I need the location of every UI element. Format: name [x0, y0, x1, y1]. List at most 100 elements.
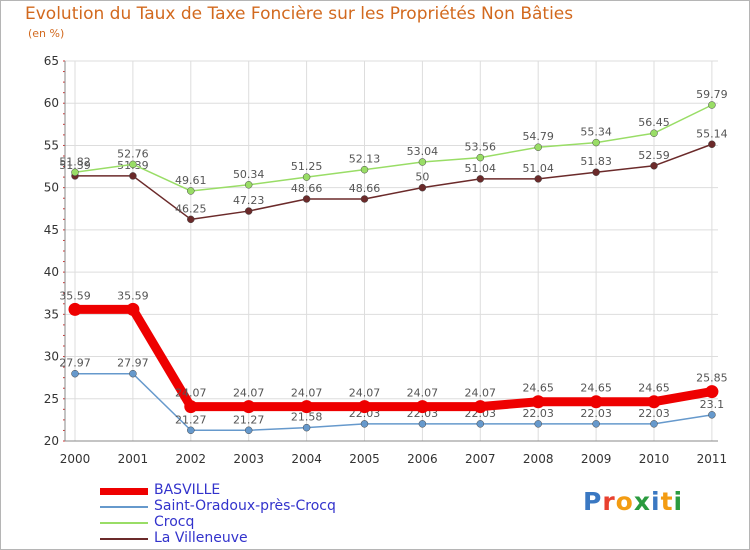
x-tick-label: 2009	[581, 452, 612, 466]
data-label: 22.03	[638, 407, 670, 420]
data-point	[68, 302, 82, 316]
data-point	[592, 420, 600, 428]
x-tick-label: 2011	[697, 452, 728, 466]
data-point	[300, 400, 314, 414]
data-label: 50	[415, 171, 429, 184]
data-point	[184, 400, 198, 414]
logo-letter: i	[673, 487, 684, 516]
y-tick-label: 40	[44, 265, 59, 279]
data-label: 24.07	[465, 387, 497, 400]
data-point	[476, 420, 485, 428]
data-point	[129, 172, 137, 180]
data-label: 51.39	[59, 159, 91, 172]
data-point	[650, 420, 658, 428]
data-label: 21.27	[233, 413, 265, 426]
legend-item-saint-oradoux: Saint-Oradoux-près-Crocq	[100, 498, 420, 514]
data-point	[71, 168, 79, 177]
y-tick-label: 55	[44, 138, 59, 152]
data-label: 27.97	[59, 357, 91, 370]
y-tick-label: 50	[44, 181, 59, 195]
data-label: 27.97	[117, 357, 149, 370]
data-label: 21.27	[175, 413, 207, 426]
legend-swatch-crocq	[100, 522, 148, 524]
logo-letter: P	[583, 487, 603, 516]
unit-label: (en %)	[28, 27, 65, 40]
y-tick-label: 30	[44, 350, 59, 364]
series-line-2	[74, 104, 713, 192]
data-point	[592, 138, 600, 147]
data-point	[244, 181, 253, 189]
data-label: 56.45	[638, 116, 670, 129]
x-tick-label: 2007	[465, 452, 496, 466]
x-tick-label: 2010	[639, 452, 670, 466]
data-point	[708, 411, 716, 419]
data-point	[187, 187, 195, 195]
legend-label-la-villeneuve: La Villeneuve	[154, 530, 248, 546]
series-line-0	[75, 304, 713, 412]
data-label: 48.66	[349, 182, 381, 195]
plot-area	[65, 61, 718, 441]
legend-label-crocq: Crocq	[154, 514, 195, 530]
data-label: 23.1	[700, 398, 725, 411]
data-point	[531, 395, 545, 409]
logo-letter: r	[602, 487, 616, 516]
data-point	[187, 426, 195, 435]
legend-item-basville: BASVILLE	[100, 482, 420, 498]
data-point	[126, 302, 140, 316]
data-label: 51.83	[580, 155, 612, 168]
proxiti-logo: Proxiti	[583, 487, 683, 516]
data-point	[244, 426, 253, 435]
data-point	[358, 400, 371, 414]
data-point	[650, 162, 658, 170]
x-tick-label: 2005	[349, 452, 380, 466]
data-label: 22.03	[580, 407, 612, 420]
legend-label-basville: BASVILLE	[154, 482, 221, 498]
legend-item-la-villeneuve: La Villeneuve	[100, 530, 420, 546]
data-point	[360, 165, 369, 174]
data-point	[647, 395, 661, 409]
y-tick-label: 45	[44, 223, 59, 237]
data-label: 35.59	[117, 289, 149, 302]
x-tick-label: 2001	[118, 452, 149, 466]
logo-letter: t	[660, 487, 674, 516]
data-label: 46.25	[175, 202, 207, 215]
data-label: 22.03	[522, 407, 554, 420]
data-point	[534, 175, 542, 183]
y-tick-label: 35	[44, 307, 59, 321]
data-label: 51.82	[59, 155, 91, 168]
data-label: 24.07	[175, 387, 207, 400]
data-label: 48.66	[291, 182, 323, 195]
data-label: 51.25	[291, 160, 323, 173]
data-point	[244, 207, 253, 215]
data-label: 24.07	[407, 387, 439, 400]
x-tick-label: 2008	[523, 452, 554, 466]
data-point	[302, 173, 311, 181]
logo-letter: o	[615, 487, 634, 516]
data-point	[360, 420, 369, 428]
data-label: 53.56	[465, 141, 497, 154]
data-point	[415, 400, 429, 414]
data-point	[302, 195, 311, 203]
data-label: 54.79	[522, 130, 554, 143]
y-tick-label: 60	[44, 96, 59, 110]
logo-letter: i	[651, 487, 661, 516]
data-point	[418, 420, 427, 428]
data-label: 35.59	[59, 289, 91, 302]
chart-title: Evolution du Taux de Taxe Foncière sur l…	[25, 4, 574, 24]
data-point	[129, 369, 137, 378]
logo-letter: x	[633, 487, 651, 516]
x-tick-label: 2006	[407, 452, 438, 466]
data-point	[418, 158, 427, 166]
x-tick-label: 2004	[291, 452, 322, 466]
data-point	[589, 395, 603, 409]
data-label: 24.07	[291, 387, 323, 400]
data-point	[708, 101, 716, 109]
data-point	[71, 369, 79, 378]
data-point	[129, 160, 137, 169]
data-label: 49.61	[175, 174, 207, 187]
data-label: 25.85	[696, 372, 728, 385]
data-label: 24.07	[233, 387, 265, 400]
x-tick-label: 2002	[176, 452, 207, 466]
data-label: 52.59	[638, 149, 670, 162]
